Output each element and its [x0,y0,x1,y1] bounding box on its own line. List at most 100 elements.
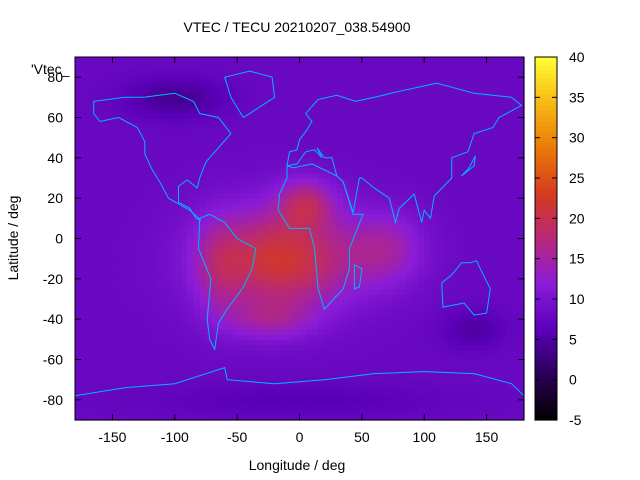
heatmap-cell [168,248,176,255]
heatmap-cell [361,142,369,149]
heatmap-cell [461,157,469,164]
heatmap-cell [361,172,369,179]
heatmap-cell [349,243,357,250]
heatmap-cell [399,122,407,129]
heatmap-cell [318,132,326,139]
heatmap-cell [505,374,513,381]
heatmap-cell [324,137,332,144]
heatmap-cell [255,288,263,295]
heatmap-cell [174,344,182,351]
heatmap-cell [112,178,120,184]
heatmap-cell [305,364,313,371]
heatmap-cell [262,193,269,199]
heatmap-cell [143,152,151,159]
heatmap-cell [174,364,182,371]
heatmap-cell [137,304,145,310]
heatmap-cell [386,132,394,139]
heatmap-cell [455,213,463,219]
heatmap-cell [112,77,120,83]
heatmap-cell [318,364,326,371]
heatmap-cell [480,223,488,230]
heatmap-cell [299,117,307,124]
heatmap-cell [255,314,263,320]
heatmap-cell [149,409,157,416]
heatmap-cell [417,172,425,179]
heatmap-cell [455,107,463,114]
heatmap-cell [499,62,506,68]
heatmap-cell [449,87,457,93]
heatmap-cell [405,374,413,381]
heatmap-cell [131,167,138,174]
heatmap-cell [411,102,419,109]
heatmap-cell [293,354,301,361]
heatmap-cell [355,389,363,396]
heatmap-cell [149,218,157,224]
heatmap-cell [149,349,157,356]
heatmap-cell [249,334,257,340]
heatmap-cell [193,82,201,88]
heatmap-cell [218,132,226,139]
heatmap-cell [336,147,344,154]
heatmap-cell [305,67,313,73]
heatmap-cell [455,72,463,78]
heatmap-cell [311,384,319,391]
heatmap-cell [343,304,350,310]
heatmap-cell [93,203,101,209]
heatmap-cell [293,319,301,325]
heatmap-cell [99,77,107,83]
heatmap-cell [106,293,114,300]
heatmap-cell [87,62,95,68]
heatmap-cell [174,107,182,114]
heatmap-cell [75,384,82,391]
heatmap-cell [168,258,176,265]
heatmap-cell [255,72,263,78]
heatmap-cell [442,117,450,124]
heatmap-cell [368,107,375,114]
heatmap-cell [193,157,201,164]
heatmap-cell [305,82,313,88]
heatmap-cell [474,299,481,305]
heatmap-cell [405,223,413,230]
heatmap-cell [355,258,363,265]
heatmap-cell [249,107,257,114]
heatmap-cell [87,112,95,119]
heatmap-cell [249,394,257,401]
heatmap-cell [255,409,263,416]
heatmap-cell [299,243,307,250]
heatmap-cell [224,57,232,63]
heatmap-cell [224,354,232,361]
heatmap-cell [480,203,488,209]
heatmap-cell [349,102,357,109]
heatmap-cell [131,228,138,235]
heatmap-cell [299,97,307,103]
heatmap-cell [374,152,382,159]
heatmap-cell [131,117,138,124]
heatmap-cell [299,228,307,235]
heatmap-cell [424,72,432,78]
heatmap-cell [399,97,407,103]
heatmap-cell [112,122,120,129]
heatmap-cell [361,233,369,240]
heatmap-cell [349,374,357,381]
heatmap-cell [474,344,481,351]
heatmap-cell [380,258,388,265]
heatmap-cell [149,369,157,376]
heatmap-cell [330,77,338,83]
heatmap-cell [112,102,120,109]
heatmap-cell [461,178,469,184]
heatmap-cell [355,293,363,300]
heatmap-cell [424,314,432,320]
heatmap-cell [349,72,357,78]
heatmap-cell [336,304,344,310]
heatmap-cell [268,379,276,386]
heatmap-cell [349,157,357,164]
heatmap-cell [318,188,326,194]
heatmap-cell [75,364,82,371]
heatmap-cell [499,364,506,371]
heatmap-cell [311,359,319,366]
heatmap-cell [474,369,481,376]
heatmap-cell [380,359,388,366]
heatmap-cell [149,344,157,351]
heatmap-cell [399,404,407,411]
heatmap-cell [467,288,475,295]
